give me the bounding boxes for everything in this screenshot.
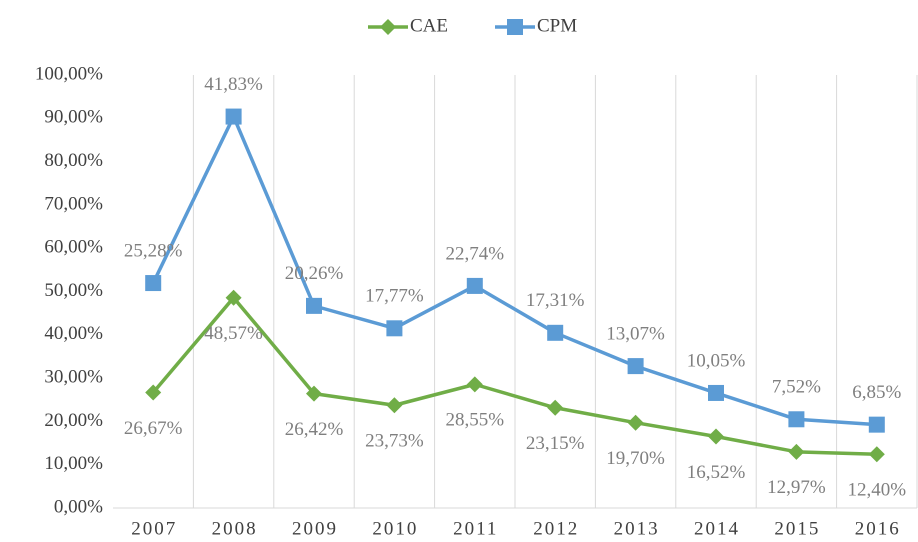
y-tick-label: 90,00% <box>44 107 103 128</box>
legend-marker <box>380 19 396 35</box>
x-tick-label: 2011 <box>453 518 498 539</box>
x-tick-label: 2013 <box>614 518 660 539</box>
x-tick-label: 2014 <box>694 518 740 539</box>
legend-label: CAE <box>410 15 448 36</box>
x-tick-label: 2009 <box>292 518 338 539</box>
data-point <box>708 384 724 401</box>
data-label: 26,67% <box>124 418 183 439</box>
data-label: 17,31% <box>526 290 585 311</box>
data-label: 7,52% <box>772 377 821 398</box>
data-point <box>145 384 162 401</box>
data-point <box>306 385 322 402</box>
data-point <box>868 446 885 463</box>
data-point <box>627 358 644 375</box>
data-point <box>145 275 162 292</box>
data-point <box>466 277 483 294</box>
data-label: 25,28% <box>124 240 183 261</box>
series-line <box>151 114 877 427</box>
data-point <box>225 108 242 125</box>
data-point <box>386 320 403 337</box>
x-tick-label: 2012 <box>533 518 579 539</box>
y-tick-label: 40,00% <box>44 323 103 344</box>
data-point <box>627 414 644 431</box>
data-label: 17,77% <box>365 286 424 307</box>
data-label: 22,74% <box>446 243 505 264</box>
y-tick-label: 30,00% <box>44 366 103 387</box>
data-label: 28,55% <box>446 410 505 431</box>
y-tick-label: 10,00% <box>44 453 103 474</box>
data-label: 6,85% <box>852 382 901 403</box>
data-label: 26,42% <box>285 419 344 440</box>
data-label: 23,15% <box>526 433 585 454</box>
y-tick-label: 100,00% <box>35 63 103 84</box>
data-label: 10,05% <box>687 350 746 371</box>
legend-marker <box>507 19 523 35</box>
data-point <box>788 411 805 428</box>
x-tick-label: 2015 <box>774 518 820 539</box>
data-point <box>547 324 564 341</box>
series-line <box>151 295 877 457</box>
x-tick-label: 2008 <box>212 518 258 539</box>
y-tick-label: 80,00% <box>44 150 103 171</box>
data-label: 48,57% <box>204 323 263 344</box>
data-label: 12,40% <box>848 480 907 501</box>
y-tick-label: 50,00% <box>44 280 103 301</box>
data-point <box>386 397 403 414</box>
data-label: 12,97% <box>767 477 826 498</box>
y-tick-label: 70,00% <box>44 193 103 214</box>
x-tick-label: 2010 <box>372 518 418 539</box>
data-point <box>306 297 322 314</box>
x-tick-label: 2007 <box>131 518 177 539</box>
data-point <box>225 289 242 306</box>
legend-label: CPM <box>537 15 577 36</box>
y-tick-label: 20,00% <box>44 410 103 431</box>
data-label: 19,70% <box>606 448 665 469</box>
y-tick-label: 0,00% <box>54 496 103 517</box>
data-point <box>868 416 885 433</box>
data-label: 23,73% <box>365 431 424 452</box>
data-label: 20,26% <box>285 263 344 284</box>
data-point <box>466 376 483 393</box>
data-label: 16,52% <box>687 462 746 483</box>
y-tick-label: 60,00% <box>44 237 103 258</box>
data-point <box>788 443 805 460</box>
data-point <box>708 428 724 445</box>
data-label: 13,07% <box>606 323 665 344</box>
x-tick-label: 2016 <box>855 518 901 539</box>
data-label: 41,83% <box>204 74 263 95</box>
data-point <box>547 399 564 416</box>
